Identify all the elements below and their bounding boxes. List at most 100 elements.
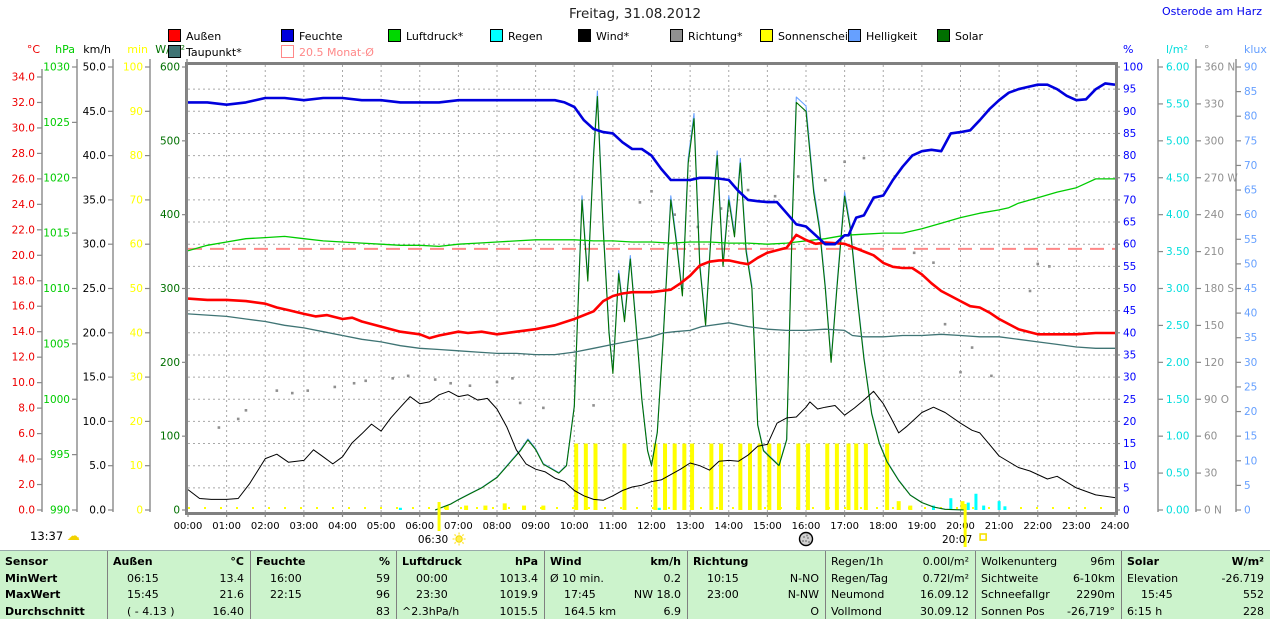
x-axis: 00:00 01:00 02:00 03:00 04:00 05:00 06:00 07:00… xyxy=(174,512,1129,532)
table-cell-value: NW 18.0 xyxy=(633,588,681,601)
table-row: Regen/Tag 0.72l/m² xyxy=(826,571,975,588)
legend-label: Luftdruck* xyxy=(406,30,464,43)
legend-item-20-5-monat-: 20.5 Monat-Ø xyxy=(281,45,374,59)
svg-text:80: 80 xyxy=(1244,111,1257,123)
y-axis-sunshine: min 0 10 20 30 40 50 60 70 80 90 100 xyxy=(123,43,151,517)
table-cell-label: ( - 4.13 ) xyxy=(127,604,175,618)
legend-item-wind-: Wind* xyxy=(578,29,629,43)
table-row: 23:30 1019.9 xyxy=(397,587,544,604)
legend-label: Feuchte xyxy=(299,30,343,43)
table-cell-label: 22:15 xyxy=(270,588,302,601)
svg-text:2.00: 2.00 xyxy=(1166,357,1189,369)
table-row: MinWert xyxy=(0,571,107,588)
sensor-table-col-7: Wolkenunterg 96m Sichtweite 6-10km Schneefal… xyxy=(976,551,1122,619)
sunrise-sun-icon xyxy=(455,535,463,543)
svg-text:8.0: 8.0 xyxy=(18,403,35,415)
table-cell-value: % xyxy=(378,555,390,568)
table-row: Durchschnitt xyxy=(0,604,107,619)
table-cell-label: Sichtweite xyxy=(981,571,1039,585)
table-cell-value: W/m² xyxy=(1231,555,1264,568)
station-name[interactable]: Osterode am Harz xyxy=(1162,5,1262,18)
table-cell-value: 16.40 xyxy=(212,604,245,618)
page-title: Freitag, 31.08.2012 xyxy=(568,6,702,22)
svg-text:14.0: 14.0 xyxy=(12,326,35,338)
table-row: Vollmond 30.09.12 xyxy=(826,604,975,619)
table-cell-value: 21.6 xyxy=(219,588,245,601)
y-axis-solar: W/m²0100200300400500600 xyxy=(155,43,188,517)
table-cell-value: 13.4 xyxy=(219,571,245,585)
sensor-table-col-8: Solar W/m² Elevation -26.719 15:45 552 6:15 h 2… xyxy=(1122,551,1270,619)
svg-text:20: 20 xyxy=(1123,416,1136,428)
svg-text:20:00: 20:00 xyxy=(946,521,975,532)
table-row: Richtung xyxy=(688,554,825,571)
svg-text:210: 210 xyxy=(1204,246,1224,258)
legend-swatch-icon xyxy=(760,29,773,42)
table-row: 06:15 13.4 xyxy=(108,571,250,588)
svg-text:15: 15 xyxy=(1123,438,1136,450)
table-cell-label: 00:00 xyxy=(416,571,448,585)
svg-text:180 S: 180 S xyxy=(1204,283,1234,295)
svg-text:%: % xyxy=(1123,43,1133,56)
svg-text:500: 500 xyxy=(160,135,180,147)
legend-swatch-icon xyxy=(670,29,683,42)
svg-text:4.50: 4.50 xyxy=(1166,172,1189,184)
svg-text:85: 85 xyxy=(1244,86,1257,98)
svg-text:35: 35 xyxy=(1123,349,1136,361)
sensor-table-col-2: Feuchte% 16:00 59 22:15 96 83 xyxy=(251,551,397,619)
svg-text:1010: 1010 xyxy=(43,283,70,295)
table-cell-value: N-NO xyxy=(789,571,819,585)
sensor-table-col-5: Richtung 10:15 N-NO 23:00 N-NW O xyxy=(688,551,826,619)
svg-text:07:00: 07:00 xyxy=(444,521,473,532)
svg-text:0.50: 0.50 xyxy=(1166,468,1189,480)
svg-text:06:30: 06:30 xyxy=(418,534,448,546)
legend-label: Richtung* xyxy=(688,30,743,43)
table-cell-label: MaxWert xyxy=(5,588,61,601)
table-cell-label: Sonnen Pos xyxy=(981,604,1045,618)
plot-area xyxy=(188,82,1115,511)
series-sonnenschein xyxy=(444,443,965,510)
series-taupunkt xyxy=(188,313,1115,356)
svg-text:35: 35 xyxy=(1244,332,1257,344)
sunset-sun-icon xyxy=(979,533,987,541)
legend-swatch-icon xyxy=(578,29,591,42)
svg-text:14:00: 14:00 xyxy=(714,521,743,532)
svg-text:0.0: 0.0 xyxy=(18,505,35,517)
svg-text:25: 25 xyxy=(1123,394,1136,406)
legend-label: Solar xyxy=(955,30,984,43)
svg-text:01:00: 01:00 xyxy=(212,521,241,532)
sensor-table-col-1: Außen °C 06:15 13.4 15:45 21.6 ( - 4.13 ) 16.40 xyxy=(108,551,251,619)
svg-text:45: 45 xyxy=(1123,305,1136,317)
svg-text:330: 330 xyxy=(1204,98,1224,110)
table-cell-label: 23:30 xyxy=(416,588,448,601)
table-cell-value: O xyxy=(810,604,819,618)
svg-text:00:00: 00:00 xyxy=(174,521,203,532)
sunset-marker: 20:07 xyxy=(942,504,987,547)
svg-text:20: 20 xyxy=(130,416,143,428)
sensor-table-col-0: Sensor MinWert MaxWert Durchschnitt xyxy=(0,551,108,619)
svg-text:13:00: 13:00 xyxy=(676,521,705,532)
table-cell-value: 6-10km xyxy=(1072,571,1115,585)
table-cell-label xyxy=(256,604,270,619)
svg-text:70: 70 xyxy=(1244,160,1257,172)
table-cell-label: 16:00 xyxy=(270,571,302,585)
table-cell-label: Solar xyxy=(1127,555,1160,568)
table-row: 6:15 h 228 xyxy=(1122,604,1270,619)
svg-text:200: 200 xyxy=(160,357,180,369)
table-cell-label: Richtung xyxy=(693,555,749,568)
svg-text:1025: 1025 xyxy=(43,117,70,129)
svg-text:120: 120 xyxy=(1204,357,1224,369)
table-row: 16:00 59 xyxy=(251,571,396,588)
table-cell-label: Regen/Tag xyxy=(831,571,888,585)
table-row: 15:45 552 xyxy=(1122,587,1270,604)
table-row: MaxWert xyxy=(0,587,107,604)
svg-text:19:00: 19:00 xyxy=(907,521,936,532)
svg-text:100: 100 xyxy=(1123,62,1143,74)
legend-label: Helligkeit xyxy=(866,30,918,43)
svg-text:28.0: 28.0 xyxy=(12,148,35,160)
table-cell-value: -26,719° xyxy=(1067,604,1115,618)
svg-text:4.00: 4.00 xyxy=(1166,209,1189,221)
series-richtung xyxy=(217,94,1078,429)
svg-text:16:00: 16:00 xyxy=(792,521,821,532)
table-row: 15:45 21.6 xyxy=(108,587,250,604)
svg-text:65: 65 xyxy=(1244,185,1257,197)
